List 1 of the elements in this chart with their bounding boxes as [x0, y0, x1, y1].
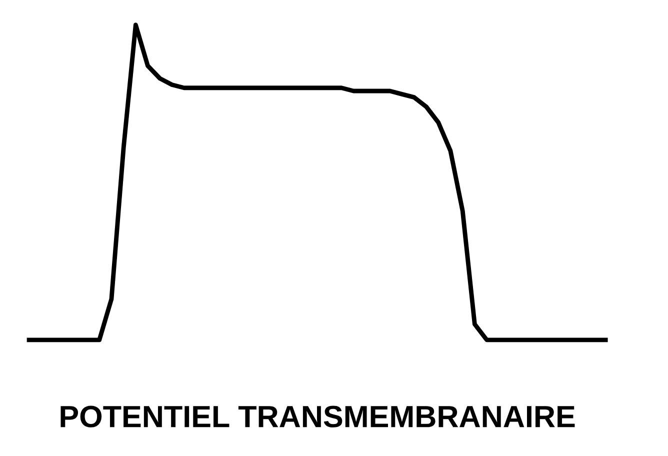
x-axis-title: POTENTIEL TRANSMEMBRANAIRE: [60, 406, 575, 428]
